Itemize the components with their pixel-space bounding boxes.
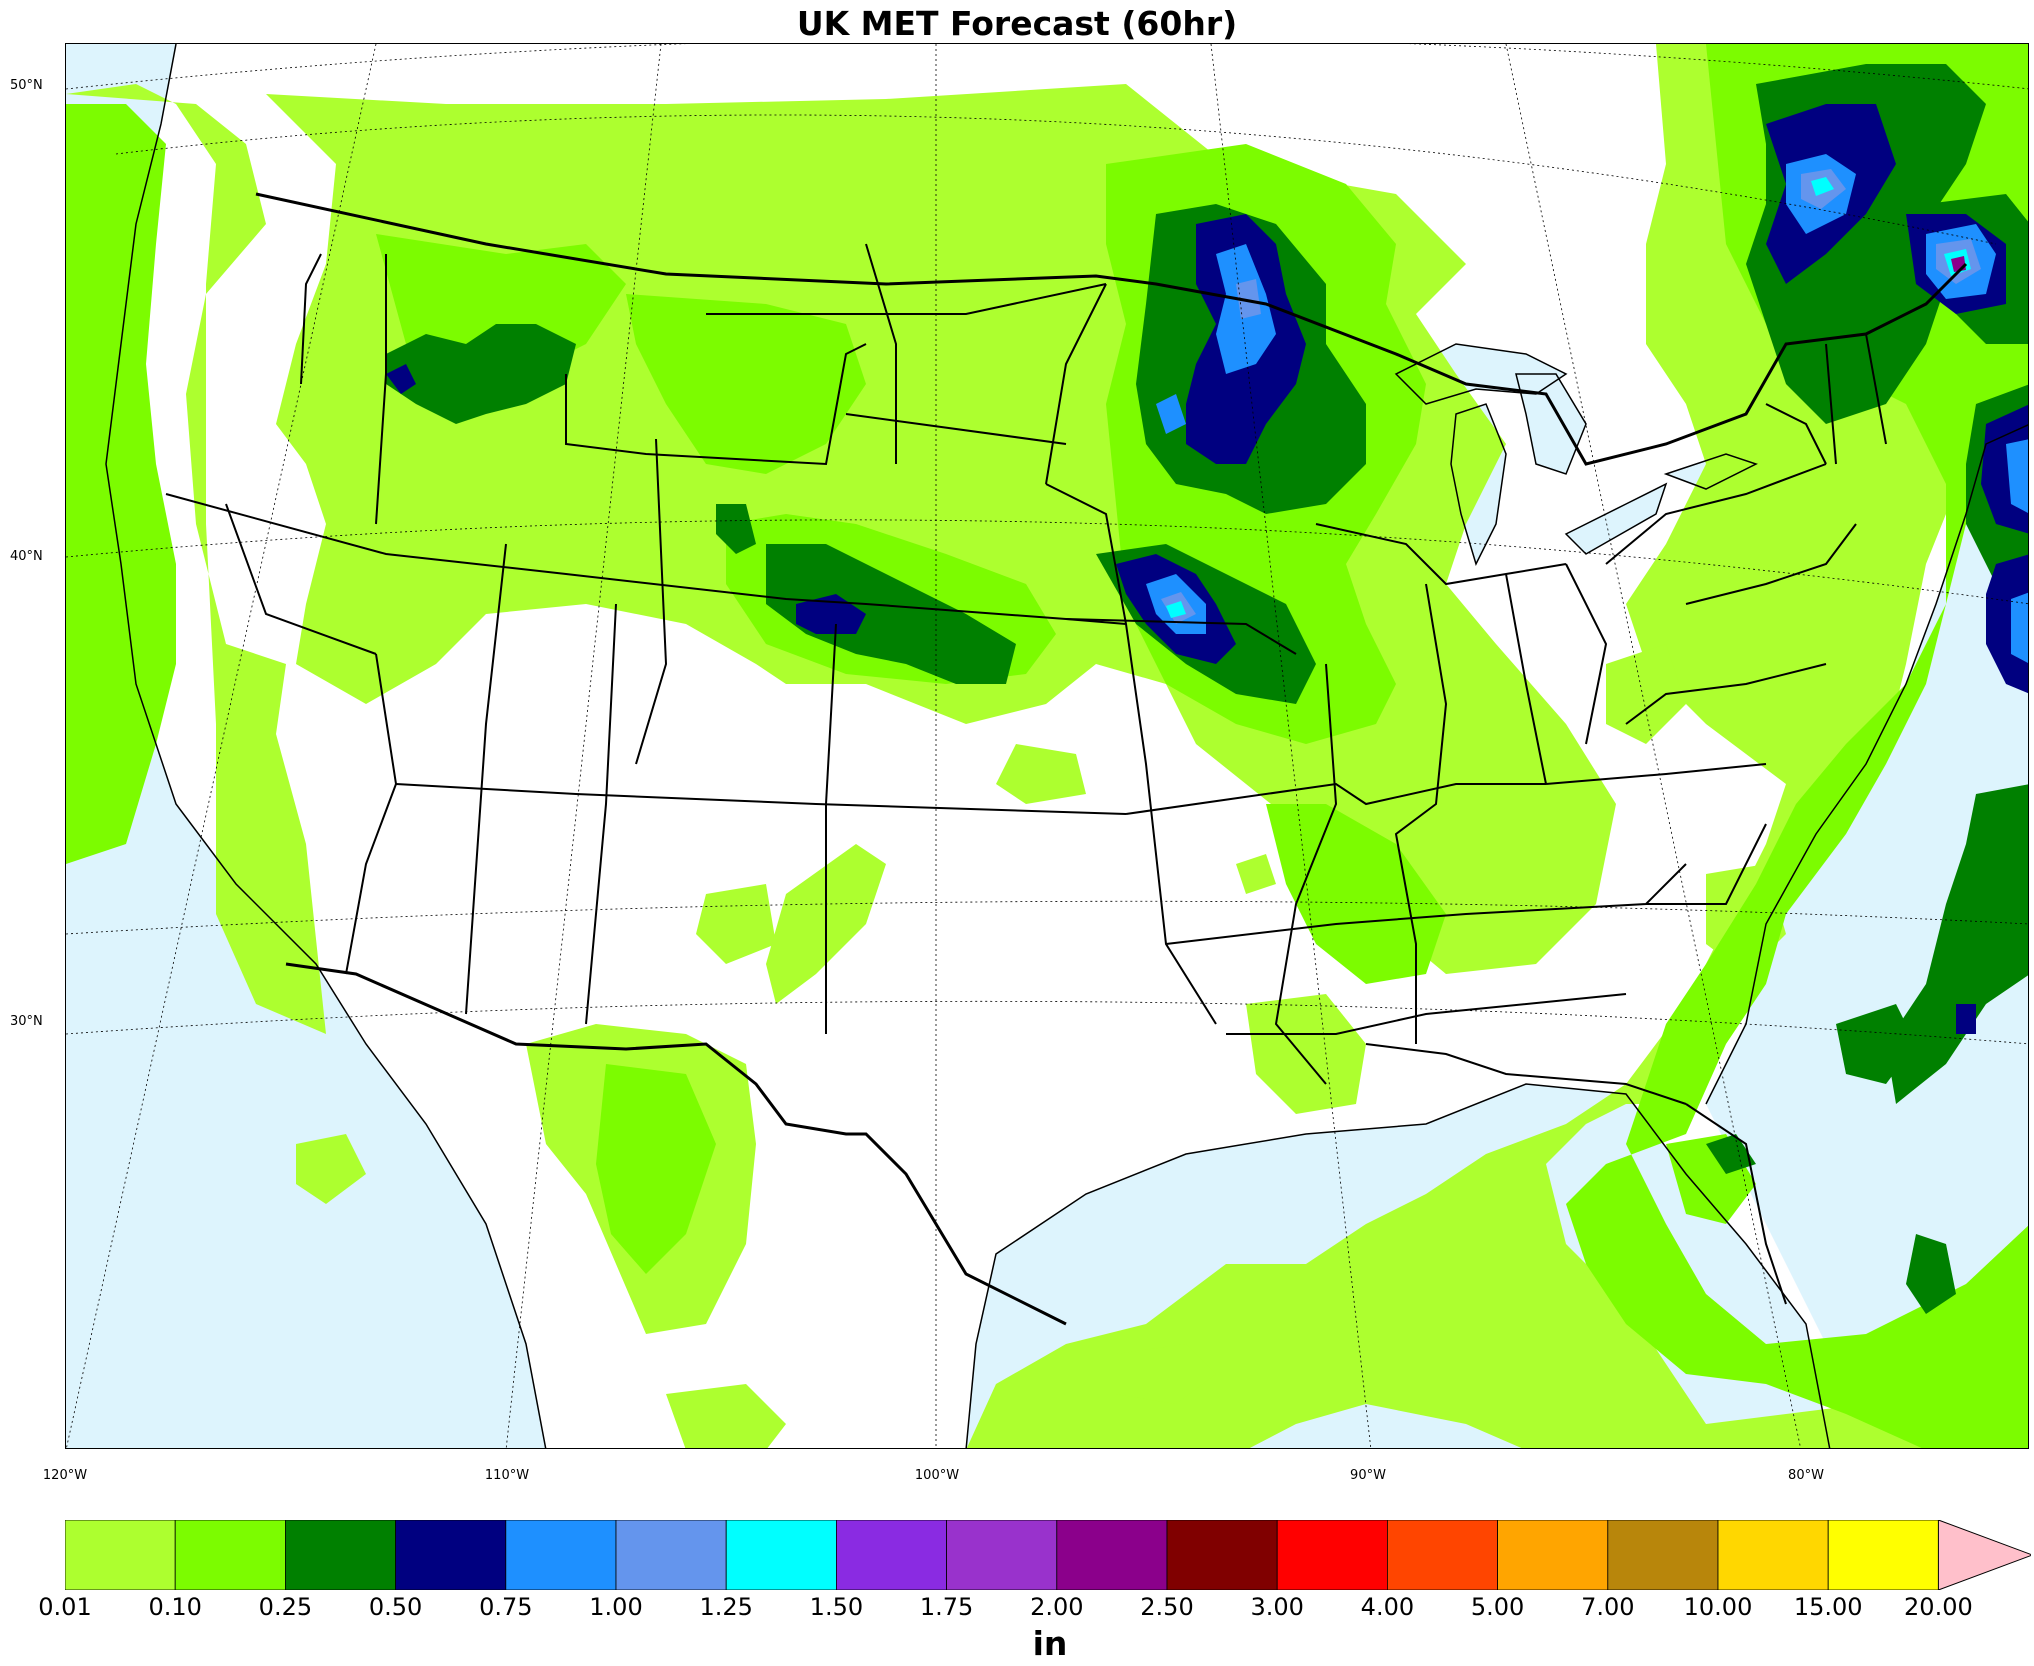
colorbar-tick-label: 1.75 — [919, 1593, 974, 1621]
lon-label-100w: 100°W — [914, 1468, 960, 1483]
lat-label-50n: 50°N — [10, 78, 43, 93]
colorbar-swatch-1 — [174, 1520, 286, 1590]
map-title: UK MET Forecast (60hr) — [796, 4, 1238, 43]
colorbar-swatch-3 — [395, 1520, 507, 1590]
colorbar-swatch-13 — [1497, 1520, 1609, 1590]
colorbar-tick-label: 1.25 — [699, 1593, 753, 1621]
colorbar-tick-label: 20.00 — [1904, 1593, 1973, 1621]
us-mexico-border — [285, 962, 1067, 1326]
colorbar-tick-label: 5.00 — [1470, 1593, 1525, 1621]
state-borders — [165, 243, 1887, 1305]
colorbar-swatch-8 — [946, 1520, 1058, 1590]
map-svg — [66, 44, 2028, 1448]
colorbar-swatch-15 — [1717, 1520, 1829, 1590]
forecast-map — [65, 43, 2029, 1449]
colorbar — [65, 1520, 2031, 1590]
colorbar-tick-label: 0.25 — [258, 1593, 313, 1621]
colorbar-tick-label: 7.00 — [1581, 1593, 1635, 1621]
colorbar-tick-label: 0.75 — [479, 1593, 533, 1621]
colorbar-tick-label: 1.50 — [809, 1593, 864, 1621]
colorbar-tick-label: 10.00 — [1683, 1593, 1753, 1621]
colorbar-tick-label: 4.00 — [1360, 1593, 1415, 1621]
great-lake-erie — [1566, 484, 1666, 554]
colorbar-extend-arrow — [1937, 1520, 2031, 1590]
lon-label-80w: 80°W — [1788, 1468, 1824, 1483]
lat-label-40n: 40°N — [10, 549, 43, 564]
colorbar-swatch-9 — [1056, 1520, 1168, 1590]
colorbar-tick-label: 3.00 — [1250, 1593, 1304, 1621]
colorbar-tick-label: 1.00 — [589, 1593, 643, 1621]
colorbar-swatch-0 — [65, 1520, 176, 1590]
colorbar-swatch-14 — [1607, 1520, 1719, 1590]
lon-label-110w: 110°W — [484, 1468, 530, 1483]
colorbar-units: in — [1032, 1624, 1068, 1663]
pacific-ocean — [66, 44, 546, 1448]
colorbar-swatch-10 — [1166, 1520, 1278, 1590]
lon-label-90w: 90°W — [1350, 1468, 1386, 1483]
lat-label-30n: 30°N — [10, 1014, 43, 1029]
parallel-35n — [66, 900, 2028, 935]
us-canada-border — [255, 192, 1968, 466]
lon-label-120w: 120°W — [42, 1468, 88, 1483]
colorbar-swatch-12 — [1387, 1520, 1499, 1590]
colorbar-tick-label: 15.00 — [1793, 1593, 1863, 1621]
country-borders — [255, 192, 1968, 1326]
colorbar-tick-label: 0.10 — [148, 1593, 202, 1621]
colorbar-swatch-5 — [615, 1520, 727, 1590]
colorbar-tick-label: 0.50 — [368, 1593, 423, 1621]
colorbar-swatch-6 — [725, 1520, 837, 1590]
colorbar-swatch-2 — [284, 1520, 396, 1590]
colorbar-tick-label: 2.50 — [1140, 1593, 1194, 1621]
colorbar-swatch-11 — [1276, 1520, 1388, 1590]
meridian-110w — [505, 44, 662, 1448]
great-lake-huron — [1516, 374, 1586, 474]
colorbar-swatch-16 — [1827, 1520, 1939, 1590]
atlantic-ocean — [1706, 424, 2028, 1448]
colorbar-swatch-4 — [505, 1520, 617, 1590]
colorbar-swatch-7 — [836, 1520, 948, 1590]
graticule — [66, 44, 2028, 1448]
colorbar-tick-label: 2.00 — [1030, 1593, 1084, 1621]
parallel-30n — [66, 1000, 2028, 1045]
meridian-90w — [1210, 44, 1372, 1448]
colorbar-tick-label: 0.01 — [38, 1593, 92, 1621]
parallel-45n — [115, 114, 1997, 245]
